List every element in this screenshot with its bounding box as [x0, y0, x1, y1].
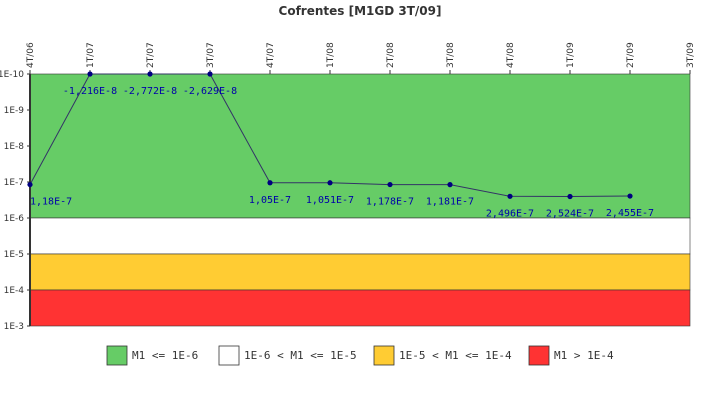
y-tick-label: 1E-7: [4, 178, 24, 188]
data-point: [267, 180, 273, 186]
data-point: [147, 71, 153, 77]
data-label: 2,496E-7: [486, 208, 534, 219]
data-point: [507, 193, 513, 199]
y-tick-label: 1E-5: [4, 250, 24, 260]
legend-label-0: M1 <= 1E-6: [132, 349, 198, 362]
data-point: [627, 193, 633, 199]
axes: 1E-10 1E-9 1E-8 1E-7 1E-6 1E-5 1E-4 1E-3 4T/06 1T…: [0, 42, 696, 332]
data-label: 1,051E-7: [306, 195, 354, 206]
data-point: [207, 71, 213, 77]
chart-title: Cofrentes [M1GD 3T/09]: [279, 4, 442, 18]
series: 1,18E-7 -1,216E-8 -2,772E-8 -2,629E-8 1,05E-…: [27, 71, 654, 219]
legend-label-1: 1E-6 < M1 <= 1E-5: [244, 349, 357, 362]
data-point: [387, 181, 393, 188]
data-label: -2,772E-8: [123, 86, 177, 97]
data-point: [327, 180, 333, 186]
legend-swatch-2: [373, 345, 395, 366]
y-tick-label: 1E-3: [4, 322, 24, 332]
x-tick-label: 1T/07: [86, 42, 96, 68]
x-tick-label: 2T/08: [386, 42, 396, 68]
x-tick-label: 3T/09: [686, 42, 696, 68]
x-tick-label: 1T/08: [326, 42, 336, 68]
legend-swatch-0: [106, 345, 128, 366]
data-label: 1,181E-7: [426, 197, 474, 208]
threshold-bands: [29, 73, 691, 327]
x-tick-label: 1T/09: [566, 42, 576, 68]
legend-swatch-1: [218, 345, 240, 366]
legend: M1 <= 1E-6 1E-6 < M1 <= 1E-5 1E-5 < M1 <= …: [106, 345, 614, 366]
data-point: [567, 193, 573, 200]
x-tick-label: 3T/07: [206, 42, 216, 68]
x-tick-label: 4T/08: [506, 42, 516, 68]
y-tick-label: 1E-10: [0, 70, 24, 80]
data-label: 1,18E-7: [30, 197, 72, 208]
data-point: [87, 71, 93, 77]
band-0: [29, 73, 691, 219]
data-label: -2,629E-8: [183, 86, 237, 97]
data-label: 1,05E-7: [249, 195, 291, 206]
data-label: 2,455E-7: [606, 208, 654, 219]
data-label: 1,178E-7: [366, 197, 414, 208]
x-tick-label: 3T/08: [446, 42, 456, 68]
data-point: [447, 182, 453, 188]
x-tick-label: 4T/06: [26, 42, 36, 68]
y-tick-label: 1E-4: [4, 286, 25, 296]
band-2: [29, 253, 691, 291]
x-tick-label: 2T/07: [146, 42, 156, 68]
x-tick-label: 4T/07: [266, 42, 276, 68]
data-label: -1,216E-8: [63, 86, 117, 97]
legend-swatch-3: [528, 345, 550, 366]
x-tick-label: 2T/09: [626, 42, 636, 68]
y-tick-label: 1E-8: [4, 142, 25, 152]
band-3: [29, 289, 691, 327]
legend-label-3: M1 > 1E-4: [554, 349, 614, 362]
legend-label-2: 1E-5 < M1 <= 1E-4: [399, 349, 512, 362]
y-tick-label: 1E-6: [4, 214, 25, 224]
data-label: 2,524E-7: [546, 208, 594, 219]
y-tick-label: 1E-9: [4, 106, 25, 116]
data-point: [27, 181, 33, 188]
band-1: [29, 217, 691, 255]
